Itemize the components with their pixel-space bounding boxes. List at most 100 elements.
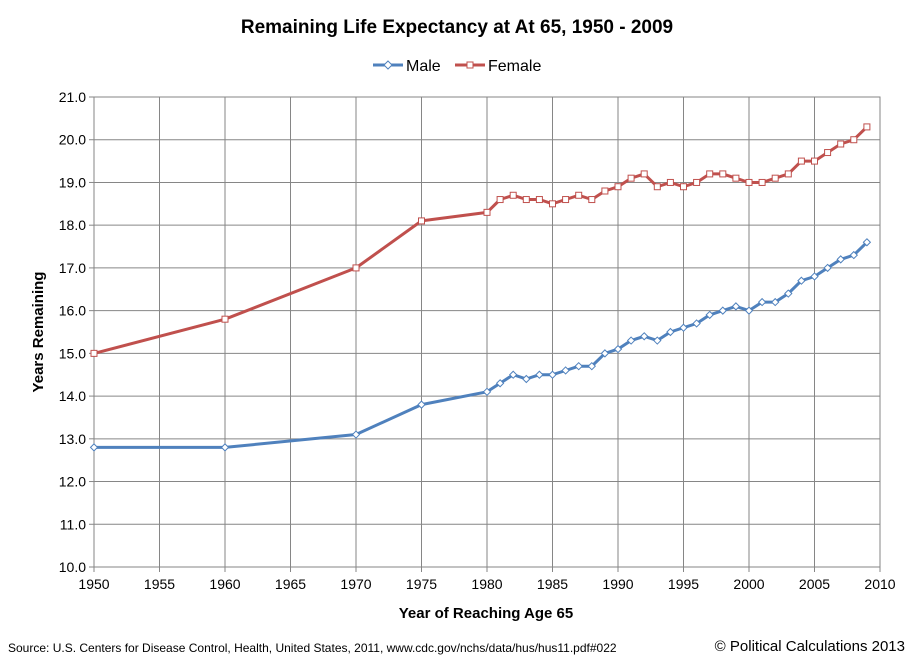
y-tick-label: 21.0 <box>59 89 86 105</box>
series-female-point <box>221 315 229 323</box>
series-female-point <box>640 170 648 178</box>
x-tick-label: 1985 <box>537 576 568 592</box>
series-male-point <box>757 297 767 307</box>
series-female-point <box>784 170 792 178</box>
series-male-point <box>823 263 832 273</box>
series-female-point <box>863 123 871 131</box>
series-female-point <box>588 196 596 204</box>
series-male-point <box>718 306 728 315</box>
series-female-point <box>575 191 583 199</box>
chart-title: Remaining Life Expectancy at At 65, 1950… <box>241 17 673 38</box>
series-male-point <box>351 430 361 439</box>
series-female-line <box>93 125 868 355</box>
series-male-point <box>666 327 675 337</box>
series-male-point <box>613 344 623 354</box>
source-note: Source: U.S. Centers for Disease Control… <box>8 641 617 655</box>
x-tick-label: 1965 <box>275 576 306 592</box>
series-male-point <box>744 306 754 315</box>
series-female-point <box>509 191 517 199</box>
series-female-point <box>522 196 530 204</box>
legend: Male Female <box>373 58 541 75</box>
series-male-point <box>797 276 806 285</box>
series-female-point <box>824 149 832 157</box>
series-female <box>90 123 871 357</box>
y-tick-label: 17.0 <box>59 260 86 276</box>
series-male-point <box>770 297 780 307</box>
series-female-point <box>601 187 609 195</box>
series-male-line <box>94 241 868 449</box>
copyright-note: © Political Calculations 2013 <box>715 638 905 655</box>
y-tick-label: 16.0 <box>59 303 86 319</box>
series-male-point <box>731 302 741 311</box>
series-female-point <box>627 174 635 182</box>
series-female-point <box>850 136 858 144</box>
series-male <box>89 238 872 452</box>
x-axis-ticks: 1950 1955 1960 1965 1970 1975 1980 1985 1990 1995… <box>78 567 896 592</box>
legend-female-marker <box>466 61 474 69</box>
x-tick-label: 1955 <box>144 576 175 592</box>
y-tick-label: 19.0 <box>59 174 86 190</box>
series-female-point <box>797 157 805 165</box>
series-female-point <box>680 183 687 191</box>
series-female-point <box>418 217 425 225</box>
x-tick-label: 1970 <box>340 576 371 592</box>
series-male-point <box>508 370 518 379</box>
series-female-point <box>483 208 491 216</box>
series-male-point <box>692 319 701 328</box>
series-female-point <box>706 170 714 178</box>
y-tick-label: 13.0 <box>59 431 86 447</box>
series-female-point <box>693 178 701 186</box>
series-male-point <box>535 370 544 379</box>
series-male-point <box>561 366 570 375</box>
series-female-point <box>496 196 504 204</box>
series-male-point <box>705 310 714 320</box>
legend-male: Male <box>373 58 441 75</box>
series-male-point <box>587 361 597 371</box>
x-tick-label: 1975 <box>406 576 437 592</box>
y-axis-ticks: 10.0 11.0 12.0 13.0 14.0 15.0 16.0 17.0 18.0 19.0… <box>59 89 94 575</box>
series-male-point <box>810 272 819 281</box>
series-male-point <box>600 349 610 358</box>
y-tick-label: 10.0 <box>59 559 86 575</box>
legend-female: Female <box>455 58 541 75</box>
y-tick-label: 18.0 <box>59 217 86 233</box>
legend-male-marker <box>383 60 393 70</box>
x-tick-label: 1980 <box>471 576 502 592</box>
series-male-point <box>849 250 859 260</box>
x-tick-label: 2005 <box>799 576 830 592</box>
series-female-point <box>758 178 766 186</box>
series-female-point <box>771 174 779 182</box>
series-female-point <box>811 157 818 165</box>
x-tick-label: 2000 <box>733 576 764 592</box>
series-female-point <box>719 170 727 178</box>
series-male-point <box>784 289 793 298</box>
x-tick-label: 1950 <box>78 576 109 592</box>
y-tick-label: 15.0 <box>59 345 86 361</box>
series-male-point <box>679 323 688 332</box>
series-female-point <box>732 174 740 182</box>
series-male-point <box>548 370 557 379</box>
y-tick-label: 11.0 <box>60 516 86 532</box>
x-tick-label: 1995 <box>668 576 699 592</box>
legend-female-label: Female <box>488 58 541 75</box>
y-axis-label: Years Remaining <box>30 272 47 393</box>
legend-male-label: Male <box>406 58 441 75</box>
series-female-point <box>562 196 570 204</box>
x-tick-label: 1990 <box>602 576 633 592</box>
series-male-point <box>482 387 492 397</box>
series-female-point <box>745 178 753 186</box>
series-female-point <box>352 264 360 272</box>
series-male-point <box>417 400 426 409</box>
series-male-point <box>495 379 505 388</box>
y-tick-label: 14.0 <box>59 388 86 404</box>
series-layer <box>89 123 872 452</box>
y-tick-label: 12.0 <box>59 474 86 490</box>
series-male-point <box>522 374 531 384</box>
series-male-point <box>220 443 230 452</box>
series-male-point <box>836 255 845 264</box>
gridlines <box>93 96 881 568</box>
x-tick-label: 1960 <box>209 576 240 592</box>
x-tick-label: 2010 <box>864 576 895 592</box>
series-female-point <box>614 183 622 191</box>
